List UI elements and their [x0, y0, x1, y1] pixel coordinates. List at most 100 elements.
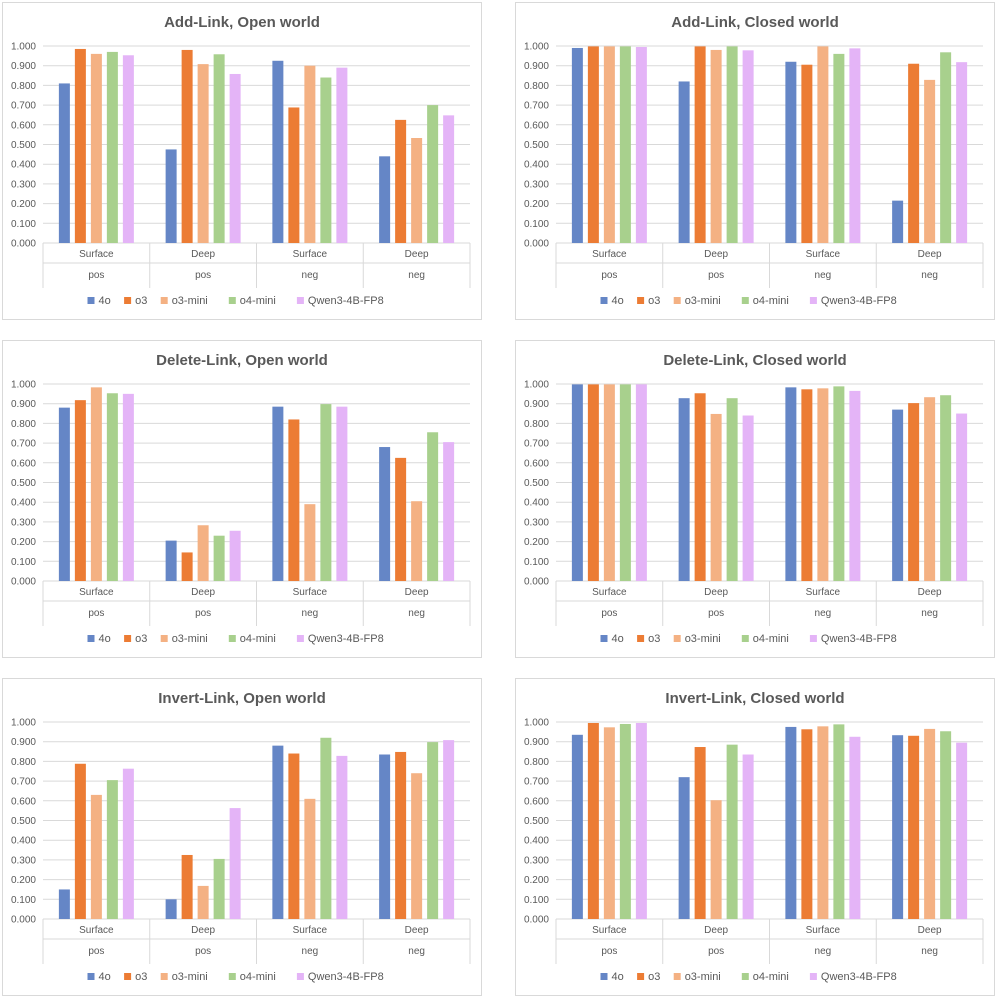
bar — [74, 763, 86, 919]
bar — [619, 46, 631, 244]
legend-swatch — [160, 635, 168, 642]
bar — [336, 406, 348, 581]
y-tick-label: 0.700 — [11, 101, 36, 112]
bar — [817, 388, 829, 581]
x-group-label: pos — [601, 946, 617, 957]
y-tick-label: 0.000 — [524, 239, 549, 250]
y-tick-label: 0.400 — [11, 836, 36, 847]
bar — [165, 149, 177, 243]
y-tick-label: 0.400 — [11, 160, 36, 171]
y-tick-label: 1.000 — [11, 42, 36, 53]
x-group-label: neg — [815, 608, 832, 619]
bar — [229, 808, 241, 919]
bar — [710, 49, 722, 243]
bar — [940, 52, 952, 243]
bar — [379, 754, 391, 919]
x-group-label: pos — [88, 946, 104, 957]
x-group-label: pos — [601, 608, 617, 619]
x-tick-label: Deep — [191, 249, 215, 260]
bar — [892, 735, 904, 919]
y-tick-label: 0.500 — [524, 140, 549, 151]
y-tick-label: 0.600 — [524, 796, 549, 807]
bar — [395, 119, 407, 243]
bar — [229, 530, 241, 581]
legend-label: Qwen3-4B-FP8 — [821, 971, 897, 983]
y-tick-label: 0.700 — [11, 439, 36, 450]
chart-svg: Delete-Link, Closed world 0.000 0.100 0.200… — [524, 352, 984, 645]
bar — [411, 773, 423, 919]
y-tick-label: 0.800 — [11, 419, 36, 430]
legend-label: o3-mini — [172, 295, 208, 307]
bar — [197, 885, 209, 919]
y-tick-label: 0.700 — [524, 439, 549, 450]
bar — [272, 745, 284, 919]
legend-label: o3-mini — [685, 295, 721, 307]
bar — [619, 384, 631, 581]
legend-swatch — [87, 635, 95, 642]
legend-label: o4-mini — [753, 633, 789, 645]
x-tick-label: Surface — [592, 925, 627, 936]
bar — [833, 53, 845, 243]
bar — [833, 724, 845, 919]
y-tick-label: 0.100 — [524, 557, 549, 568]
legend-swatch — [637, 973, 645, 980]
bar — [571, 47, 583, 243]
bar — [924, 79, 936, 243]
x-group-label: pos — [708, 270, 724, 281]
y-tick-label: 0.800 — [11, 757, 36, 768]
bar — [320, 404, 332, 581]
legend-label: o3 — [135, 295, 147, 307]
legend-label: 4o — [612, 971, 624, 983]
x-tick-label: Deep — [704, 925, 728, 936]
y-tick-label: 1.000 — [524, 42, 549, 53]
x-tick-label: Surface — [79, 587, 114, 598]
bar — [726, 398, 738, 581]
bar — [443, 740, 455, 919]
legend-label: o4-mini — [240, 295, 276, 307]
bar — [940, 395, 952, 581]
x-tick-label: Surface — [79, 249, 114, 260]
y-tick-label: 0.700 — [524, 777, 549, 788]
bar — [892, 200, 904, 243]
bar — [288, 753, 300, 919]
bar — [288, 107, 300, 244]
bar — [122, 768, 134, 919]
bar — [379, 156, 391, 243]
y-tick-label: 0.800 — [524, 419, 549, 430]
legend-label: o4-mini — [240, 633, 276, 645]
y-tick-label: 0.700 — [11, 777, 36, 788]
legend-swatch — [124, 297, 132, 304]
bar — [619, 723, 631, 919]
y-tick-label: 0.100 — [524, 219, 549, 230]
bar — [213, 858, 225, 919]
chart-invert-link-closed: Invert-Link, Closed world 0.000 0.100 0.200… — [515, 678, 995, 996]
chart-svg: Add-Link, Open world 0.000 0.100 0.200 0.300… — [11, 14, 471, 307]
x-tick-label: Deep — [918, 925, 942, 936]
legend-swatch — [809, 973, 817, 980]
bar — [411, 501, 423, 581]
chart-svg: Delete-Link, Open world 0.000 0.100 0.200 0.… — [11, 352, 471, 645]
legend-swatch — [87, 297, 95, 304]
bar — [427, 742, 439, 919]
y-tick-label: 1.000 — [11, 718, 36, 729]
bar — [785, 61, 797, 244]
legend-label: o3 — [648, 295, 660, 307]
x-group-label: pos — [708, 946, 724, 957]
chart-invert-link-open: Invert-Link, Open world 0.000 0.100 0.200 0.… — [2, 678, 482, 996]
chart-delete-link-closed: Delete-Link, Closed world 0.000 0.100 0.200… — [515, 340, 995, 658]
chart-svg: Add-Link, Closed world 0.000 0.100 0.200 0.3… — [524, 14, 984, 307]
chart-title: Delete-Link, Open world — [156, 352, 328, 369]
legend-label: o3 — [135, 971, 147, 983]
bar — [694, 46, 706, 244]
legend-label: o3-mini — [172, 633, 208, 645]
legend-label: 4o — [99, 971, 111, 983]
x-tick-label: Deep — [918, 587, 942, 598]
x-tick-label: Surface — [806, 925, 841, 936]
bar — [587, 722, 599, 919]
y-tick-label: 0.200 — [524, 537, 549, 548]
x-group-label: neg — [815, 946, 832, 957]
chart-title: Invert-Link, Open world — [158, 690, 326, 707]
x-group-label: pos — [195, 608, 211, 619]
bar — [304, 798, 316, 919]
x-group-label: neg — [302, 946, 319, 957]
